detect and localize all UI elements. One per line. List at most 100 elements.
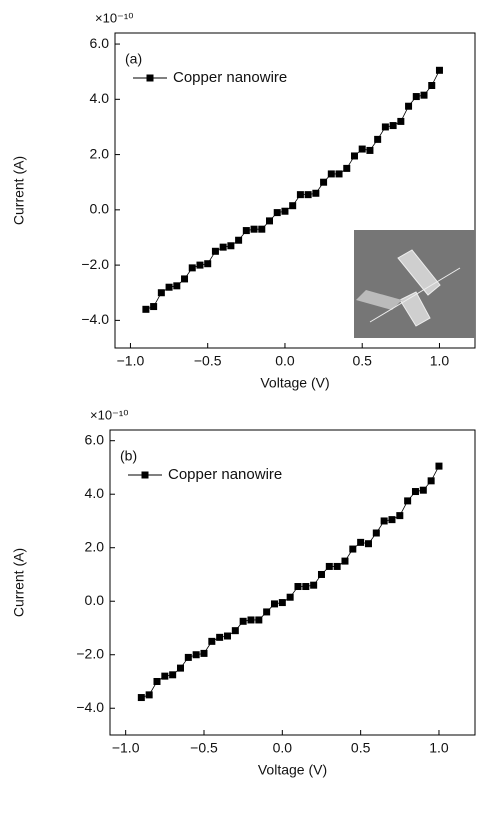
data-point — [211, 247, 219, 255]
y-axis-label: Current (A) — [11, 156, 27, 225]
panel-label: (b) — [120, 448, 137, 464]
data-point — [350, 152, 358, 160]
data-point — [335, 170, 343, 178]
data-point — [153, 677, 161, 685]
panel-label: (a) — [125, 51, 142, 67]
data-point — [372, 529, 380, 537]
data-point — [142, 305, 150, 313]
data-point — [278, 599, 286, 607]
data-point — [294, 583, 302, 591]
data-point — [286, 593, 294, 601]
data-point — [219, 243, 227, 251]
legend-label: Copper nanowire — [168, 466, 282, 483]
data-point — [341, 557, 349, 565]
data-point — [296, 191, 304, 199]
data-point — [145, 691, 153, 699]
data-point — [188, 264, 196, 272]
data-point — [227, 242, 235, 250]
data-point — [320, 178, 328, 186]
data-point — [396, 512, 404, 520]
plot-frame — [114, 32, 476, 349]
y-multiplier: ×10⁻¹⁰ — [90, 407, 128, 422]
data-point — [270, 600, 278, 608]
data-point — [181, 275, 189, 283]
data-point — [289, 202, 297, 210]
y-tick-label: −4.0 — [76, 699, 104, 715]
data-point — [427, 477, 435, 485]
data-point — [381, 123, 389, 131]
data-point — [411, 488, 419, 496]
plot-frame — [109, 429, 476, 736]
data-point — [255, 616, 263, 624]
y-tick-label: 4.0 — [90, 90, 110, 106]
data-point — [310, 581, 318, 589]
x-axis-label: Voltage (V) — [258, 762, 327, 778]
data-point — [404, 497, 412, 505]
data-point — [281, 207, 289, 215]
y-tick-label: −4.0 — [81, 311, 109, 327]
data-line — [141, 465, 440, 698]
x-tick-label: 1.0 — [429, 740, 449, 756]
y-tick-label: 2.0 — [90, 145, 110, 161]
x-tick-label: −1.0 — [112, 740, 140, 756]
data-point — [169, 671, 177, 679]
data-point — [196, 261, 204, 269]
x-tick-label: 0.5 — [351, 740, 371, 756]
y-tick-label: 6.0 — [90, 35, 110, 51]
data-point — [161, 672, 169, 680]
legend-marker — [141, 471, 149, 479]
data-point — [419, 486, 427, 494]
data-point — [242, 227, 250, 235]
data-point — [266, 217, 274, 225]
y-tick-label: 2.0 — [85, 538, 105, 554]
data-point — [304, 191, 312, 199]
data-point — [405, 102, 413, 110]
data-point — [302, 583, 310, 591]
data-point — [358, 145, 366, 153]
legend-marker — [146, 74, 154, 82]
data-point — [374, 135, 382, 143]
data-point — [388, 516, 396, 524]
data-point — [137, 694, 145, 702]
data-point — [231, 627, 239, 635]
y-tick-label: −2.0 — [76, 645, 104, 661]
data-point — [150, 303, 158, 311]
data-point — [192, 651, 200, 659]
data-point — [176, 664, 184, 672]
data-point — [397, 117, 405, 125]
data-point — [435, 66, 443, 74]
data-point — [428, 82, 436, 89]
x-tick-label: 1.0 — [430, 353, 450, 369]
data-point — [327, 170, 335, 178]
x-tick-label: 0.5 — [352, 353, 372, 369]
data-point — [435, 462, 443, 470]
x-tick-label: −1.0 — [117, 353, 145, 369]
y-tick-label: 4.0 — [85, 485, 105, 501]
data-point — [165, 283, 173, 291]
data-point — [239, 617, 247, 625]
data-point — [157, 289, 165, 297]
y-tick-label: 6.0 — [85, 431, 105, 447]
data-point — [343, 164, 351, 172]
data-point — [412, 93, 420, 101]
y-axis-label: Current (A) — [11, 548, 27, 617]
x-tick-label: −0.5 — [190, 740, 218, 756]
data-point — [312, 189, 320, 197]
x-tick-label: −0.5 — [194, 353, 222, 369]
data-point — [380, 517, 388, 525]
data-point — [223, 632, 231, 640]
data-point — [273, 209, 281, 217]
data-point — [420, 91, 428, 99]
x-tick-label: 0.0 — [275, 353, 295, 369]
y-tick-label: 0.0 — [90, 201, 110, 217]
data-point — [250, 225, 258, 233]
x-axis-label: Voltage (V) — [260, 375, 329, 391]
data-point — [366, 146, 374, 154]
data-point — [235, 236, 243, 244]
data-point — [389, 122, 397, 130]
data-point — [216, 633, 224, 641]
data-point — [317, 570, 325, 578]
data-point — [208, 637, 216, 645]
data-point — [184, 653, 192, 661]
